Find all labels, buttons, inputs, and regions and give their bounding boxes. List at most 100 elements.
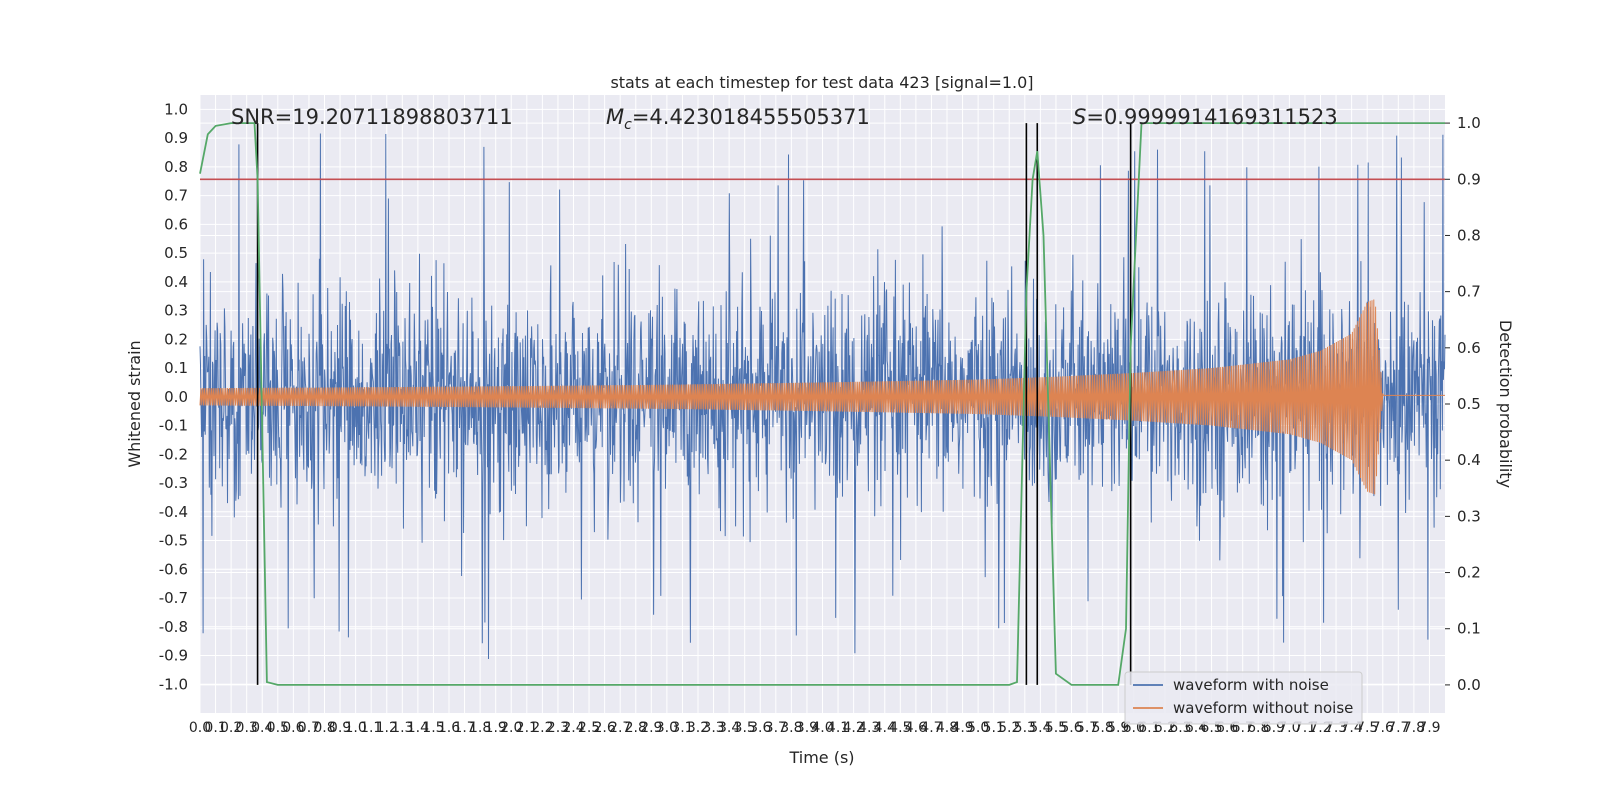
x-tick-label: 4.5 — [889, 720, 911, 736]
y2-axis-label: Detection probability — [1496, 320, 1515, 488]
x-tick-label: 3.2 — [687, 720, 709, 736]
x-tick-label: 5.7 — [1076, 720, 1098, 736]
series-waveform-without-noise — [199, 299, 1445, 495]
y-tick-label: 0.4 — [164, 273, 188, 291]
series-detection-probability — [199, 122, 1445, 686]
x-tick-label: 1.7 — [453, 720, 475, 736]
y-axis-label: Whitened strain — [125, 340, 144, 467]
y-tick-label: 0.5 — [164, 244, 188, 262]
x-tick-label: 5.2 — [998, 720, 1020, 736]
legend-label-noise: waveform with noise — [1173, 676, 1329, 694]
x-tick-label: 0.6 — [282, 720, 304, 736]
y-tick-label: 0.6 — [164, 215, 188, 233]
x-tick-label: 0.3 — [236, 720, 258, 736]
y-tick-label: 0.9 — [164, 129, 188, 147]
x-tick-label: 0.8 — [313, 720, 335, 736]
chirp-mass-symbol: M — [606, 105, 624, 129]
y2-tick-label: 0.8 — [1457, 226, 1481, 244]
x-tick-label: 0.4 — [251, 720, 273, 736]
detection-stat-annotation: S=0.9999914169311523 — [1073, 105, 1338, 129]
x-tick-label: 7.7 — [1387, 720, 1409, 736]
y-tick-label: -0.2 — [159, 445, 188, 463]
y-tick-label: 0.2 — [164, 330, 188, 348]
x-tick-label: 2.7 — [609, 720, 631, 736]
x-tick-label: 3.8 — [780, 720, 802, 736]
x-tick-label: 4.8 — [936, 720, 958, 736]
x-tick-label: 1.6 — [438, 720, 460, 736]
y2-tick-label: 1.0 — [1457, 114, 1481, 132]
chart-title: stats at each timestep for test data 423… — [610, 73, 1033, 92]
y-tick-label: -0.7 — [159, 589, 188, 607]
x-tick-label: 7.6 — [1372, 720, 1394, 736]
x-tick-label: 3.4 — [718, 720, 740, 736]
y-tick-label: 0.1 — [164, 359, 188, 377]
y-tick-label: -0.6 — [159, 560, 188, 578]
y2-tick-label: 0.1 — [1457, 620, 1481, 638]
series-layer — [199, 133, 1446, 660]
y2-tick-label: 0.0 — [1457, 676, 1481, 694]
x-tick-label: 5.0 — [967, 720, 989, 736]
x-tick-label: 3.7 — [765, 720, 787, 736]
tick-labels: 0.00.10.20.30.40.50.60.70.80.91.01.11.21… — [159, 100, 1481, 736]
x-tick-label: 1.1 — [360, 720, 382, 736]
x-tick-label: 5.5 — [1045, 720, 1067, 736]
x-tick-label: 1.0 — [344, 720, 366, 736]
y-tick-label: -0.3 — [159, 474, 188, 492]
x-tick-label: 4.0 — [811, 720, 833, 736]
x-tick-label: 4.1 — [827, 720, 849, 736]
x-tick-label: 7.8 — [1403, 720, 1425, 736]
x-tick-label: 2.0 — [500, 720, 522, 736]
x-tick-label: 3.6 — [749, 720, 771, 736]
x-tick-label: 1.4 — [407, 720, 429, 736]
y2-tick-label: 0.6 — [1457, 339, 1481, 357]
x-tick-label: 1.9 — [485, 720, 507, 736]
x-tick-label: 0.5 — [267, 720, 289, 736]
x-tick-label: 5.6 — [1060, 720, 1082, 736]
x-tick-label: 2.8 — [625, 720, 647, 736]
x-tick-label: 3.5 — [734, 720, 756, 736]
x-tick-label: 4.7 — [920, 720, 942, 736]
x-tick-label: 0.2 — [220, 720, 242, 736]
y-tick-label: -0.5 — [159, 532, 188, 550]
x-tick-label: 2.1 — [516, 720, 538, 736]
y2-tick-label: 0.9 — [1457, 170, 1481, 188]
y-tick-label: 1.0 — [164, 100, 188, 118]
y2-tick-label: 0.3 — [1457, 507, 1481, 525]
y-tick-label: 0.8 — [164, 158, 188, 176]
x-tick-label: 4.4 — [874, 720, 896, 736]
detection-stat-symbol: S — [1073, 105, 1086, 129]
chirp-mass-annotation: Mc=4.423018455505371 — [606, 105, 870, 133]
x-tick-label: 4.2 — [842, 720, 864, 736]
x-tick-label: 3.1 — [671, 720, 693, 736]
x-tick-label: 1.2 — [376, 720, 398, 736]
chirp-mass-value: =4.423018455505371 — [632, 105, 870, 129]
chirp-mass-subscript: c — [624, 117, 632, 133]
x-tick-label: 5.9 — [1107, 720, 1129, 736]
x-tick-label: 5.3 — [1014, 720, 1036, 736]
legend: waveform with noise waveform without noi… — [1124, 671, 1363, 725]
x-tick-label: 1.8 — [469, 720, 491, 736]
x-tick-label: 1.3 — [391, 720, 413, 736]
y2-tick-label: 0.5 — [1457, 395, 1481, 413]
x-tick-label: 3.0 — [656, 720, 678, 736]
y-tick-label: -0.8 — [159, 618, 188, 636]
x-tick-label: 2.2 — [531, 720, 553, 736]
x-tick-label: 5.1 — [983, 720, 1005, 736]
y-tick-label: -1.0 — [159, 675, 188, 693]
x-tick-label: 2.6 — [593, 720, 615, 736]
x-tick-label: 0.1 — [204, 720, 226, 736]
x-tick-label: 3.9 — [796, 720, 818, 736]
x-tick-label: 4.3 — [858, 720, 880, 736]
overlay-layer — [199, 122, 1445, 686]
x-tick-label: 2.3 — [547, 720, 569, 736]
x-tick-label: 0.7 — [298, 720, 320, 736]
x-tick-label: 0.9 — [329, 720, 351, 736]
x-tick-label: 7.9 — [1418, 720, 1440, 736]
x-tick-label: 2.5 — [578, 720, 600, 736]
x-tick-label: 4.9 — [951, 720, 973, 736]
y-tick-label: 0.0 — [164, 388, 188, 406]
y2-tick-label: 0.7 — [1457, 283, 1481, 301]
y-tick-label: 0.3 — [164, 302, 188, 320]
x-tick-label: 3.3 — [702, 720, 724, 736]
